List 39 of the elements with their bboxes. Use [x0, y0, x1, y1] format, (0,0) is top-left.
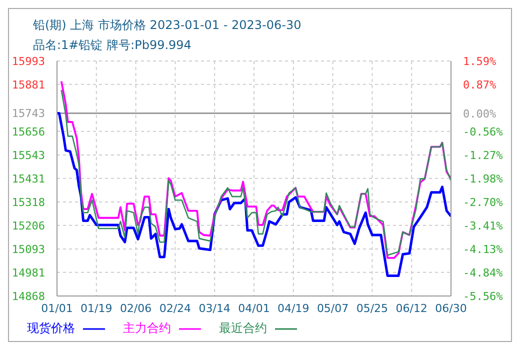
- y-tick-label: 14981: [12, 266, 45, 280]
- x-tick-label: 05/07: [316, 302, 349, 315]
- legend-label: 现货价格: [27, 320, 75, 337]
- x-tick-label: 01/01: [41, 302, 73, 315]
- legend-label: 最近合约: [219, 320, 267, 337]
- y-tick-label: 15743: [12, 107, 45, 120]
- y-tick-label: 14868: [12, 290, 45, 303]
- y-tick-label: 15543: [12, 149, 45, 162]
- x-tick-label: 05/25: [356, 302, 388, 315]
- y-tick-label: 15318: [12, 196, 45, 209]
- legend-label: 主力合约: [123, 320, 171, 337]
- x-tick-label: 02/06: [120, 302, 152, 315]
- chart-subtitle: 品名:1#铅锭 牌号:Pb99.994: [33, 37, 192, 54]
- y-tick-label: 15656: [12, 125, 45, 138]
- y2-tick-label: 1.59%: [463, 55, 496, 68]
- y2-tick-label: -5.56%: [463, 290, 504, 303]
- x-tick-label: 06/30: [435, 302, 467, 315]
- chart-title: 铅(期) 上海 市场价格 2023-01-01 - 2023-06-30: [33, 17, 302, 34]
- y2-tick-label: 0.87%: [463, 78, 496, 92]
- x-tick-label: 04/01: [238, 302, 270, 315]
- x-tick-label: 01/19: [80, 302, 112, 315]
- y2-tick-label: -0.56%: [463, 126, 504, 139]
- x-tick-label: 06/12: [396, 302, 428, 315]
- y-tick-label: 15206: [12, 219, 45, 232]
- x-tick-label: 02/24: [159, 302, 192, 315]
- line-series: [57, 112, 451, 277]
- y2-tick-label: -1.98%: [463, 172, 504, 186]
- y2-tick-label: -1.27%: [463, 149, 504, 162]
- x-tick-label: 03/14: [198, 302, 230, 315]
- y2-tick-label: -4.13%: [463, 243, 504, 256]
- y2-tick-label: -2.70%: [463, 196, 504, 209]
- y2-tick-label: -3.41%: [463, 219, 504, 232]
- y-tick-label: 15881: [12, 78, 45, 92]
- y2-tick-label: -4.84%: [463, 266, 504, 280]
- y-tick-label: 15093: [12, 243, 45, 256]
- y2-tick-label: 0.00%: [463, 107, 496, 120]
- y-tick-label: 15993: [12, 55, 45, 68]
- x-tick-label: 04/19: [278, 302, 310, 315]
- y-tick-label: 15431: [12, 172, 45, 186]
